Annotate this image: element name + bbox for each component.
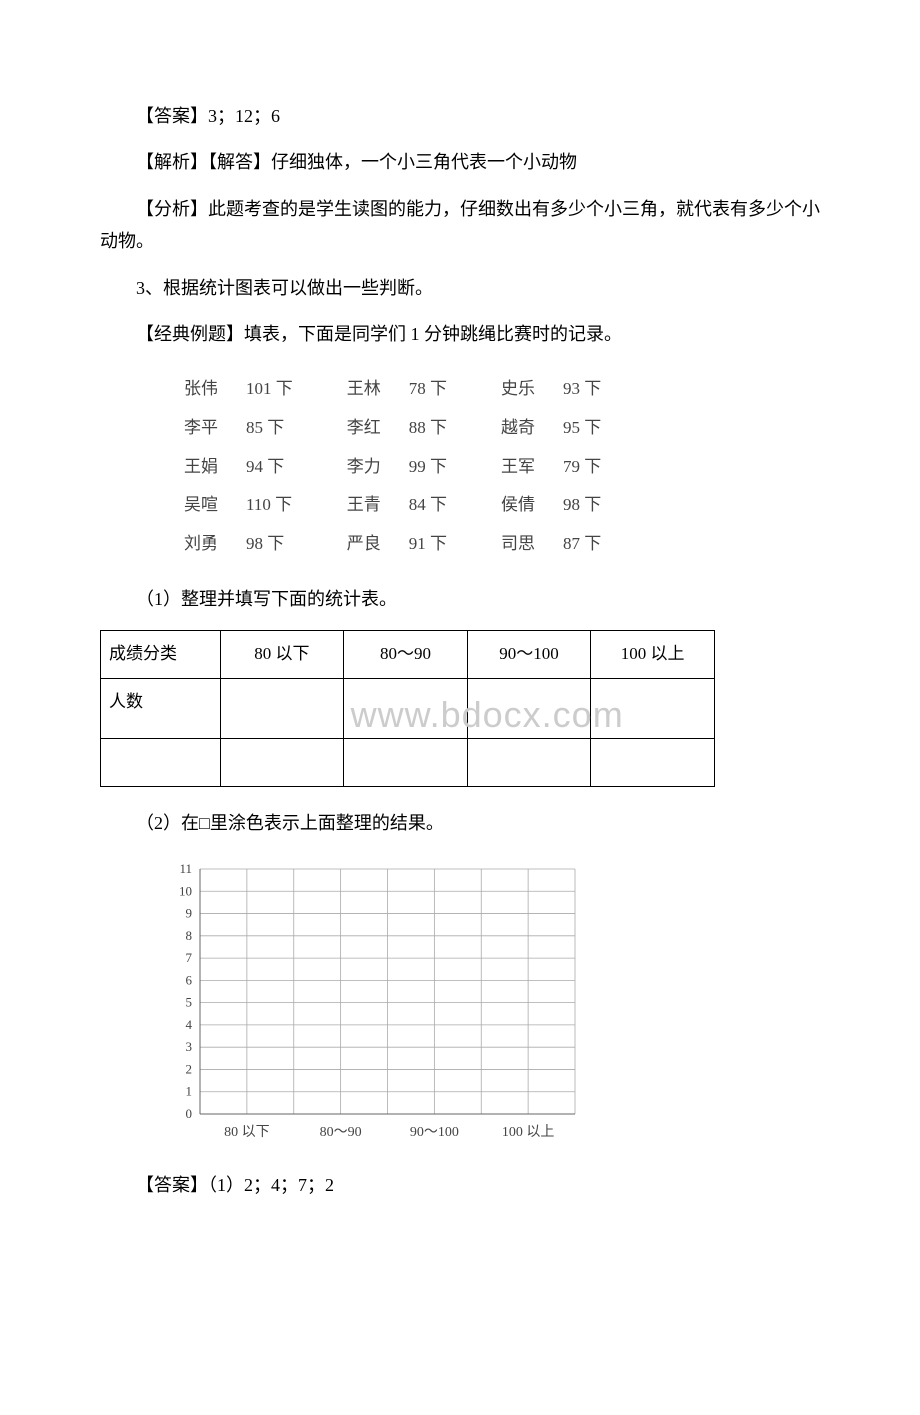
svg-text:90～100: 90～100 xyxy=(410,1125,459,1140)
row-label-cell: 人数 xyxy=(101,678,221,738)
student-value: 93 下 xyxy=(549,370,641,409)
col-header: 80～90 xyxy=(344,630,468,678)
student-value: 91 下 xyxy=(395,525,487,564)
student-value: 79 下 xyxy=(549,448,641,487)
count-cell: www.bdocx.com xyxy=(220,678,344,738)
svg-text:5: 5 xyxy=(186,995,193,1010)
empty-cell xyxy=(591,738,715,786)
answer-2-text: 【答案】（1）2；4；7；2 xyxy=(100,1169,820,1201)
analysis-text: 【分析】此题考查的是学生读图的能力，仔细数出有多少个小三角，就代表有多少个小动物… xyxy=(100,193,820,258)
student-name: 王青 xyxy=(333,486,395,525)
question-1: （1）整理并填写下面的统计表。 xyxy=(100,583,820,615)
stats-table: 成绩分类 80 以下 80～90 90～100 100 以上 人数 www.bd… xyxy=(100,630,715,787)
student-name: 李红 xyxy=(333,409,395,448)
col-header: 90～100 xyxy=(467,630,591,678)
student-value: 95 下 xyxy=(549,409,641,448)
student-name: 严良 xyxy=(333,525,395,564)
svg-text:7: 7 xyxy=(186,950,193,965)
count-cell xyxy=(344,678,468,738)
table-row: 张伟101 下王林78 下史乐93 下 xyxy=(170,370,641,409)
answer-text: 【答案】3；12；6 xyxy=(100,100,820,132)
student-value: 94 下 xyxy=(232,448,333,487)
svg-text:9: 9 xyxy=(186,906,193,921)
student-value: 98 下 xyxy=(549,486,641,525)
student-name: 吴喧 xyxy=(170,486,232,525)
svg-text:2: 2 xyxy=(186,1062,193,1077)
student-name: 李平 xyxy=(170,409,232,448)
student-name: 张伟 xyxy=(170,370,232,409)
student-value: 98 下 xyxy=(232,525,333,564)
svg-text:80 以下: 80 以下 xyxy=(224,1125,270,1140)
col-header: 80 以下 xyxy=(220,630,344,678)
student-value: 87 下 xyxy=(549,525,641,564)
table-row: 李平85 下李红88 下越奇95 下 xyxy=(170,409,641,448)
svg-text:8: 8 xyxy=(186,928,193,943)
point-3-text: 3、根据统计图表可以做出一些判断。 xyxy=(100,272,820,304)
student-name: 王娟 xyxy=(170,448,232,487)
stats-header-row: 成绩分类 80 以下 80～90 90～100 100 以上 xyxy=(101,630,715,678)
count-cell xyxy=(467,678,591,738)
table-row: 王娟94 下李力99 下王军79 下 xyxy=(170,448,641,487)
svg-text:6: 6 xyxy=(186,972,193,987)
stats-count-row: 人数 www.bdocx.com xyxy=(101,678,715,738)
student-value: 88 下 xyxy=(395,409,487,448)
col-header: 100 以上 xyxy=(591,630,715,678)
svg-text:11: 11 xyxy=(179,861,192,876)
empty-cell xyxy=(220,738,344,786)
svg-text:4: 4 xyxy=(186,1017,193,1032)
student-name: 史乐 xyxy=(487,370,549,409)
student-name: 侯倩 xyxy=(487,486,549,525)
empty-cell xyxy=(344,738,468,786)
student-name: 司思 xyxy=(487,525,549,564)
header-label-cell: 成绩分类 xyxy=(101,630,221,678)
count-cell xyxy=(591,678,715,738)
svg-text:0: 0 xyxy=(186,1106,193,1121)
student-value: 101 下 xyxy=(232,370,333,409)
student-value: 84 下 xyxy=(395,486,487,525)
empty-cell xyxy=(101,738,221,786)
question-2: （2）在□里涂色表示上面整理的结果。 xyxy=(100,807,820,839)
table-row: 刘勇98 下严良91 下司思87 下 xyxy=(170,525,641,564)
svg-text:100 以上: 100 以上 xyxy=(502,1124,555,1140)
example-intro: 【经典例题】填表，下面是同学们 1 分钟跳绳比赛时的记录。 xyxy=(100,318,820,350)
student-name: 王林 xyxy=(333,370,395,409)
svg-text:3: 3 xyxy=(186,1039,193,1054)
empty-cell xyxy=(467,738,591,786)
student-value: 78 下 xyxy=(395,370,487,409)
student-name: 越奇 xyxy=(487,409,549,448)
chart-svg: 0 1 2 3 4 5 6 7 8 9 10 11 80 以下 80～90 90～100 100 以上 xyxy=(160,859,590,1149)
student-value: 85 下 xyxy=(232,409,333,448)
student-value: 110 下 xyxy=(232,486,333,525)
records-table: 张伟101 下王林78 下史乐93 下李平85 下李红88 下越奇95 下王娟9… xyxy=(170,370,641,563)
stats-empty-row xyxy=(101,738,715,786)
student-value: 99 下 xyxy=(395,448,487,487)
explanation-text: 【解析】【解答】仔细独体，一个小三角代表一个小动物 xyxy=(100,146,820,178)
svg-text:10: 10 xyxy=(179,883,192,898)
student-name: 李力 xyxy=(333,448,395,487)
student-name: 王军 xyxy=(487,448,549,487)
student-name: 刘勇 xyxy=(170,525,232,564)
svg-text:1: 1 xyxy=(186,1084,193,1099)
bar-chart: 0 1 2 3 4 5 6 7 8 9 10 11 80 以下 80～90 90～100 100 以上 xyxy=(160,859,590,1149)
table-row: 吴喧110 下王青84 下侯倩98 下 xyxy=(170,486,641,525)
svg-text:80～90: 80～90 xyxy=(320,1125,362,1140)
